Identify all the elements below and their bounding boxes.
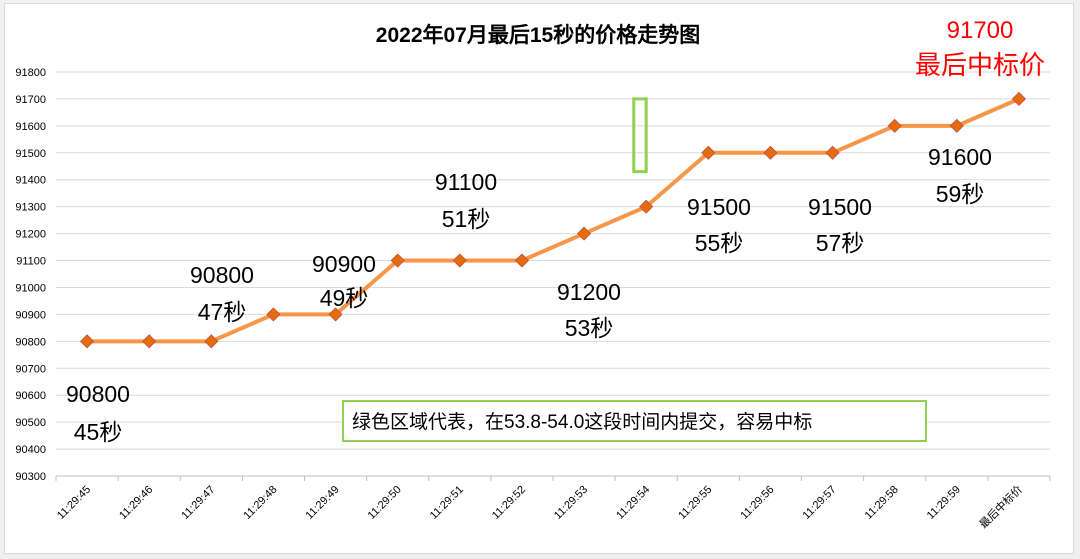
y-tick-label: 91800 (15, 67, 46, 79)
x-tick-label: 11:29:49 (303, 484, 341, 522)
x-tick-label: 11:29:56 (738, 484, 776, 522)
data-point-marker (266, 307, 281, 322)
annotation-price: 91500 (808, 194, 872, 220)
data-point-marker (949, 118, 964, 133)
annotation-second: 57秒 (816, 230, 865, 256)
annotation-price: 90900 (312, 251, 376, 277)
x-tick-label: 11:29:50 (366, 484, 404, 522)
y-tick-label: 91700 (15, 94, 46, 106)
y-tick-label: 91400 (15, 175, 46, 187)
y-tick-label: 91000 (15, 282, 46, 294)
annotation-price: 90800 (66, 381, 130, 407)
y-tick-label: 90900 (15, 309, 46, 321)
y-tick-label: 91100 (16, 256, 46, 268)
y-tick-label: 91200 (15, 229, 46, 241)
x-tick-label: 11:29:53 (552, 484, 590, 522)
annotation-second: 49秒 (320, 285, 369, 311)
x-tick-label: 11:29:58 (863, 484, 901, 522)
x-tick-label: 11:29:57 (800, 484, 838, 522)
y-tick-label: 90700 (15, 363, 46, 375)
annotation-price: 91500 (687, 194, 751, 220)
x-tick-label: 11:29:48 (241, 484, 279, 522)
highlight-window (632, 97, 648, 174)
x-tick-label: 11:29:52 (490, 484, 528, 522)
y-tick-label: 91600 (15, 121, 46, 133)
data-point-marker (79, 334, 95, 349)
data-point-marker (452, 253, 467, 268)
final-price-label: 91700 (947, 17, 1014, 44)
x-tick-label: 最后中标价 (976, 482, 1025, 531)
data-point-marker (825, 145, 840, 160)
annotation-price: 91100 (435, 169, 497, 195)
chart-title: 2022年07月最后15秒的价格走势图 (376, 23, 700, 47)
x-tick-label: 11:29:59 (925, 484, 963, 522)
x-tick-label: 11:29:46 (117, 484, 155, 522)
y-tick-label: 91300 (15, 202, 46, 214)
x-tick-label: 11:29:45 (55, 484, 93, 522)
y-tick-label: 91500 (15, 148, 46, 160)
x-tick-label: 11:29:55 (676, 484, 714, 522)
data-point-marker (390, 253, 405, 268)
annotation-second: 47秒 (198, 299, 247, 325)
annotation-second: 55秒 (695, 230, 744, 256)
chart-area (4, 3, 1074, 554)
annotation-second: 51秒 (442, 206, 491, 232)
series-line (85, 96, 1021, 344)
annotation-price: 91200 (557, 279, 621, 305)
data-point-marker (204, 334, 219, 349)
data-point-marker (514, 253, 530, 268)
annotation-price: 90800 (190, 262, 254, 288)
y-tick-label: 90800 (15, 336, 46, 348)
x-tick-label: 11:29:54 (614, 484, 652, 522)
x-tick-label: 11:29:47 (179, 484, 217, 522)
data-point-marker (701, 145, 716, 160)
annotation-second: 53秒 (565, 315, 614, 341)
annotation-price: 91600 (928, 144, 992, 170)
x-tick-label: 11:29:51 (428, 484, 466, 522)
y-tick-label: 90400 (15, 444, 46, 456)
y-tick-label: 90500 (15, 417, 46, 429)
y-tick-label: 90600 (15, 390, 46, 402)
data-point-marker (639, 199, 654, 214)
note-text: 绿色区域代表，在53.8-54.0这段时间内提交，容易中标 (352, 411, 812, 433)
data-point-marker (142, 334, 157, 349)
data-point-marker (328, 307, 343, 322)
note-box (342, 400, 927, 442)
y-tick-label: 90300 (15, 471, 46, 483)
annotation-second: 59秒 (936, 181, 985, 207)
data-point-marker (887, 118, 902, 133)
annotation-second: 45秒 (74, 419, 123, 445)
final-price-caption: 最后中标价 (915, 50, 1045, 80)
data-point-marker (763, 145, 778, 160)
data-point-marker (576, 226, 592, 241)
data-point-marker (1011, 91, 1027, 106)
